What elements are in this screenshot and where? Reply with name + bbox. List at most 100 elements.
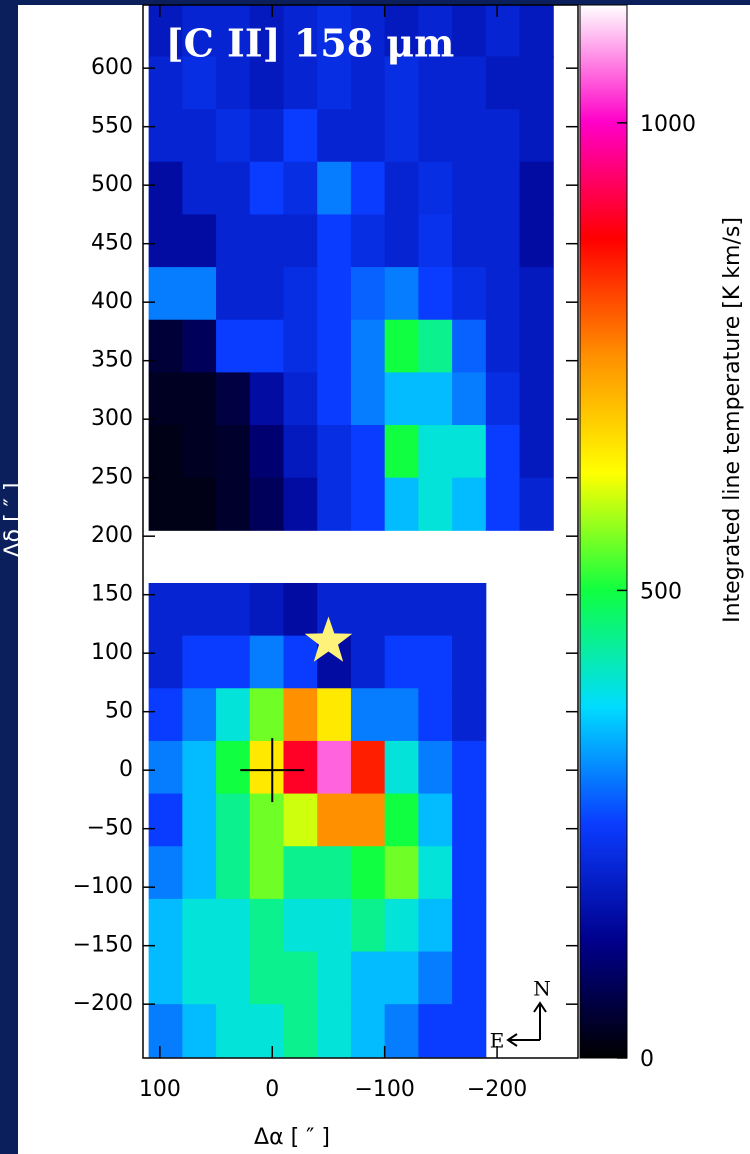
heatmap-cell	[148, 688, 183, 742]
heatmap-cell	[216, 793, 251, 847]
heatmap-cell	[148, 161, 183, 215]
heatmap-cell	[418, 5, 453, 59]
heatmap-cell	[216, 582, 251, 637]
heatmap-cell	[485, 214, 521, 268]
heatmap-cell	[384, 161, 419, 215]
heatmap-cell	[350, 109, 386, 163]
heatmap-cell	[148, 214, 183, 268]
heatmap-cell	[350, 898, 386, 953]
heatmap-cell	[452, 109, 487, 163]
heatmap-cell	[216, 267, 251, 321]
heatmap-cell	[148, 56, 183, 110]
y-tick-label: 450	[91, 231, 133, 256]
heatmap-cell	[283, 425, 318, 479]
x-tick-label: −200	[467, 1077, 527, 1102]
heatmap-cell	[485, 267, 521, 321]
heatmap-cell	[452, 582, 487, 637]
chart-title: [C II] 158 μm	[166, 21, 455, 66]
y-tick-label: 300	[91, 406, 133, 431]
heatmap-cell	[350, 688, 386, 742]
heatmap-cell	[216, 161, 251, 215]
heatmap-cell	[249, 951, 285, 1005]
heatmap-cell	[148, 319, 183, 373]
heatmap-cell	[350, 5, 386, 59]
heatmap-cell	[350, 951, 386, 1005]
heatmap-cell	[317, 5, 352, 59]
heatmap-cell	[452, 477, 487, 531]
plot-frame	[142, 4, 579, 1059]
heatmap-cell	[350, 425, 386, 479]
heatmap-cell	[283, 898, 318, 953]
heatmap-cell	[249, 161, 285, 215]
x-axis-label: Δα [ ″ ]	[254, 1125, 330, 1150]
heatmap-cell	[249, 1004, 285, 1058]
heatmap-cell	[216, 56, 251, 110]
heatmap-cell	[418, 793, 453, 847]
heatmap-cell	[384, 5, 419, 59]
heatmap-cell	[249, 793, 285, 847]
heatmap-cell	[519, 267, 554, 321]
heatmap-cell	[249, 267, 285, 321]
heatmap-cell	[216, 688, 251, 742]
compass-north: N	[533, 977, 551, 1001]
heatmap-cell	[216, 1004, 251, 1058]
heatmap-cell	[249, 56, 285, 110]
heatmap-cell	[283, 214, 318, 268]
heatmap-cell	[317, 793, 352, 847]
heatmap-cell	[350, 161, 386, 215]
heatmap-cell	[216, 898, 251, 953]
star-marker	[304, 616, 353, 662]
heatmap-cell	[182, 56, 217, 110]
y-tick-label: 50	[105, 699, 133, 724]
heatmap-cell	[216, 846, 251, 900]
x-tick-label: 0	[265, 1077, 279, 1102]
heatmap-cell	[148, 477, 183, 531]
heatmap-cell	[452, 425, 487, 479]
heatmap-cell	[418, 425, 453, 479]
y-tick-label: 0	[119, 757, 133, 782]
heatmap-cell	[249, 582, 285, 637]
heatmap-cell	[216, 635, 251, 689]
heatmap-cell	[418, 214, 453, 268]
heatmap-cell	[283, 161, 318, 215]
heatmap-cell	[249, 688, 285, 742]
heatmap-cell	[148, 846, 183, 900]
heatmap-cell	[418, 740, 453, 795]
heatmap-cell	[283, 319, 318, 373]
heatmap-cell	[283, 109, 318, 163]
y-tick-label: 250	[91, 465, 133, 490]
heatmap-cell	[418, 951, 453, 1005]
heatmap-cell	[182, 951, 217, 1005]
heatmap-cell	[317, 740, 352, 795]
heatmap-cell	[350, 846, 386, 900]
heatmap-cell	[384, 109, 419, 163]
heatmap-cell	[485, 425, 521, 479]
heatmap-cell	[317, 56, 352, 110]
heatmap-cell	[249, 425, 285, 479]
heatmap-cell	[350, 793, 386, 847]
heatmap-cell	[519, 477, 554, 531]
heatmap-cell	[148, 635, 183, 689]
y-tick-label: −100	[73, 874, 133, 899]
heatmap-cell	[148, 793, 183, 847]
heatmap-cell	[182, 740, 217, 795]
heatmap-cell	[249, 372, 285, 426]
heatmap-cell	[452, 5, 487, 59]
heatmap-cell	[317, 161, 352, 215]
y-tick-label: −150	[73, 933, 133, 958]
heatmap-cell	[350, 635, 386, 689]
heatmap-cell	[216, 319, 251, 373]
heatmap-cell	[418, 319, 453, 373]
heatmap-cell	[384, 740, 419, 795]
heatmap-cell	[485, 319, 521, 373]
heatmap-cell	[452, 161, 487, 215]
heatmap-cell	[452, 635, 487, 689]
y-tick-label: −50	[87, 816, 133, 841]
heatmap-cell	[216, 214, 251, 268]
y-tick-label: 100	[91, 640, 133, 665]
heatmap-cell	[317, 267, 352, 321]
heatmap-cell	[216, 109, 251, 163]
heatmap-cell	[216, 5, 251, 59]
heatmap-cell	[350, 319, 386, 373]
